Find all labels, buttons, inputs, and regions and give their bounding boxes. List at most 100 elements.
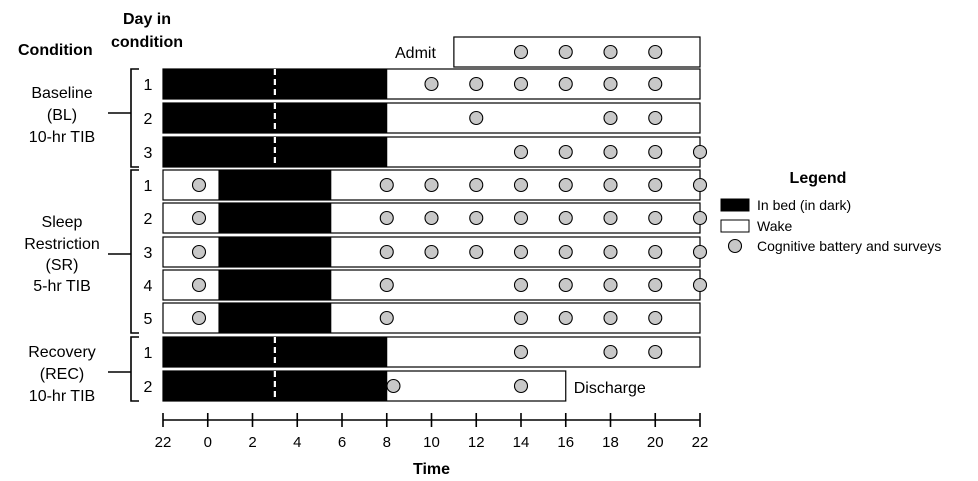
test-marker bbox=[513, 44, 529, 60]
x-tick-label: 6 bbox=[338, 434, 346, 451]
protocol-row: 1 bbox=[144, 336, 701, 368]
test-marker bbox=[648, 44, 663, 60]
test-marker bbox=[469, 210, 484, 226]
test-marker bbox=[469, 110, 484, 126]
test-marker bbox=[469, 244, 484, 260]
test-marker bbox=[513, 210, 529, 226]
condition-bracket bbox=[130, 169, 139, 334]
admit-label: Admit bbox=[395, 45, 436, 62]
test-marker bbox=[603, 244, 618, 260]
test-marker bbox=[648, 144, 663, 160]
wake-period bbox=[453, 36, 701, 68]
test-marker bbox=[386, 378, 401, 394]
legend-label: Cognitive battery and surveys bbox=[757, 238, 941, 254]
test-marker bbox=[424, 244, 439, 260]
test-marker bbox=[603, 44, 618, 60]
test-marker bbox=[692, 277, 708, 293]
legend-item: Wake bbox=[720, 218, 792, 234]
x-tick-label: 22 bbox=[155, 434, 172, 451]
in-bed-period bbox=[218, 236, 332, 268]
test-marker bbox=[603, 144, 618, 160]
test-marker bbox=[558, 277, 573, 293]
test-marker bbox=[558, 76, 573, 92]
x-tick-label: 16 bbox=[557, 434, 574, 451]
test-marker bbox=[648, 344, 663, 360]
legend-item: Cognitive battery and surveys bbox=[727, 238, 941, 254]
test-marker bbox=[648, 110, 663, 126]
in-bed-period bbox=[218, 269, 332, 301]
condition-group: Sleep Restriction (SR) 5-hr TIB bbox=[24, 169, 139, 334]
x-tick-label: 8 bbox=[383, 434, 391, 451]
test-marker bbox=[558, 310, 573, 326]
x-tick-label: 0 bbox=[204, 434, 212, 451]
test-marker bbox=[603, 76, 618, 92]
test-marker bbox=[469, 177, 484, 193]
x-tick-label: 22 bbox=[692, 434, 709, 451]
in-bed-period bbox=[218, 302, 332, 334]
day-header-line1: Day in bbox=[123, 11, 171, 28]
condition-label-line: Sleep bbox=[42, 214, 83, 231]
legend-label: Wake bbox=[757, 218, 792, 234]
test-marker bbox=[648, 277, 663, 293]
x-tick-label: 18 bbox=[602, 434, 619, 451]
condition-label-line: 10-hr TIB bbox=[29, 388, 95, 405]
legend-bed-swatch bbox=[720, 198, 750, 212]
condition-group: Baseline (BL) 10-hr TIB bbox=[29, 68, 139, 168]
legend-title: Legend bbox=[790, 170, 847, 187]
test-marker bbox=[603, 177, 618, 193]
day-number: 5 bbox=[144, 311, 153, 328]
test-marker bbox=[603, 110, 618, 126]
protocol-row: 2 bbox=[144, 102, 701, 134]
test-marker bbox=[558, 44, 573, 60]
condition-label-line: Restriction bbox=[24, 236, 100, 253]
test-marker bbox=[648, 177, 663, 193]
x-tick-label: 4 bbox=[293, 434, 301, 451]
protocol-row: 1 bbox=[144, 68, 701, 100]
x-tick-label: 10 bbox=[423, 434, 440, 451]
day-number: 1 bbox=[144, 178, 153, 195]
legend-label: In bed (in dark) bbox=[757, 197, 851, 213]
x-tick-label: 12 bbox=[468, 434, 485, 451]
in-bed-period bbox=[218, 169, 332, 201]
in-bed-period bbox=[218, 202, 332, 234]
test-marker bbox=[513, 277, 529, 293]
test-marker bbox=[379, 310, 394, 326]
test-marker bbox=[558, 144, 573, 160]
test-marker bbox=[379, 277, 394, 293]
test-marker bbox=[603, 210, 618, 226]
protocol-row: Admit bbox=[395, 36, 701, 68]
test-marker bbox=[424, 76, 439, 92]
condition-bracket bbox=[130, 68, 139, 168]
test-marker bbox=[558, 210, 573, 226]
protocol-row: 2 bbox=[144, 202, 708, 234]
test-marker bbox=[191, 210, 207, 226]
condition-bracket bbox=[130, 336, 139, 402]
test-marker bbox=[191, 277, 207, 293]
condition-group: Recovery (REC) 10-hr TIB bbox=[28, 336, 139, 405]
day-header-line2: condition bbox=[111, 34, 183, 51]
protocol-row: 4 bbox=[144, 269, 708, 301]
test-marker bbox=[692, 210, 708, 226]
test-marker bbox=[648, 310, 663, 326]
protocol-row: 3 bbox=[144, 236, 708, 268]
protocol-row: 3 bbox=[144, 136, 708, 168]
test-marker bbox=[513, 244, 529, 260]
test-marker bbox=[603, 310, 618, 326]
protocol-row: 2 Discharge bbox=[144, 370, 646, 402]
test-marker bbox=[692, 144, 708, 160]
protocol-row: 5 bbox=[144, 302, 701, 334]
condition-label-line: Recovery bbox=[28, 344, 96, 361]
test-marker bbox=[424, 177, 439, 193]
test-marker bbox=[191, 244, 207, 260]
test-marker bbox=[379, 210, 394, 226]
test-marker bbox=[692, 244, 708, 260]
discharge-label: Discharge bbox=[574, 380, 646, 397]
test-marker bbox=[513, 344, 529, 360]
day-number: 2 bbox=[144, 111, 153, 128]
condition-header: Condition bbox=[18, 42, 93, 59]
test-marker bbox=[648, 244, 663, 260]
test-marker bbox=[513, 310, 529, 326]
condition-label-line: (REC) bbox=[40, 366, 84, 383]
